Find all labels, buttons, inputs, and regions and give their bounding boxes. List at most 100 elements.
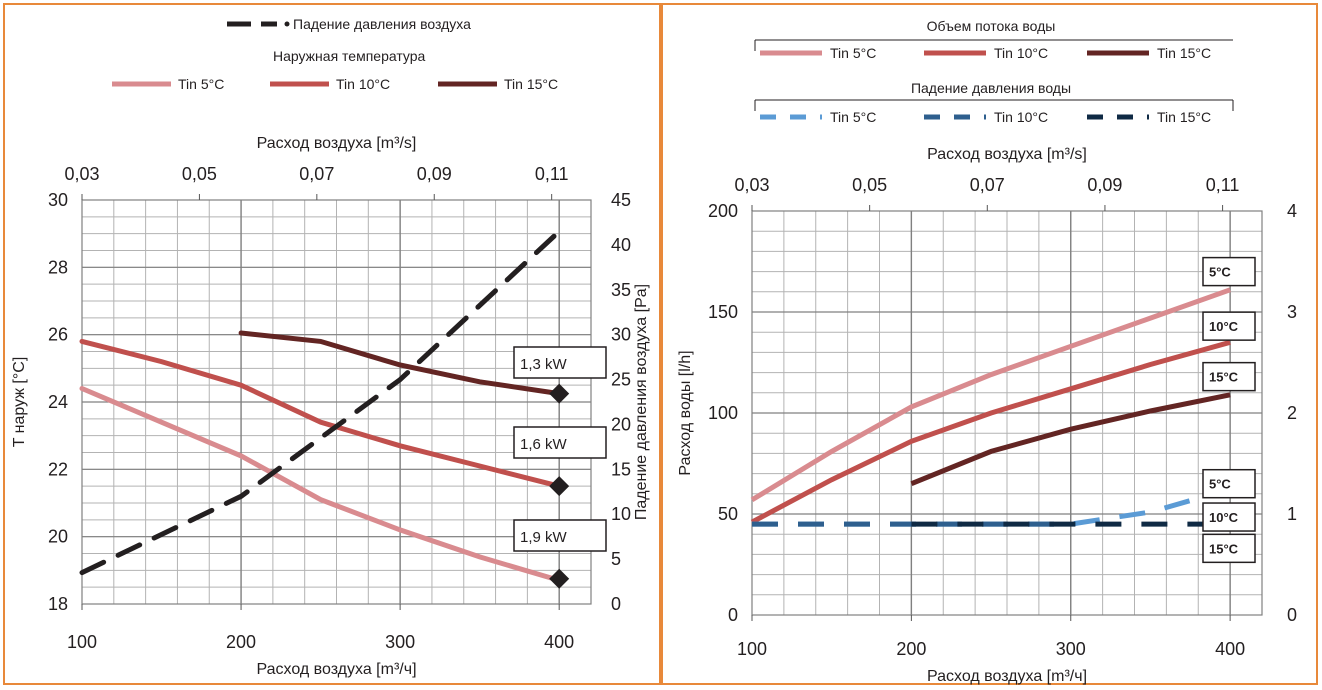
right-chart-panel: 100 200 300 400 0,03 0,05 0,07 0,09 0,11 0 50 100 15… (661, 3, 1318, 685)
x-tick-label: 200 (896, 639, 926, 659)
x2-tick-label: 0,09 (1087, 175, 1122, 195)
y-tick-label: 22 (48, 459, 68, 479)
temperature-tag-text: 5°C (1209, 265, 1231, 280)
x-tick-label: 200 (226, 632, 256, 652)
point-marker (549, 383, 570, 404)
point-marker (549, 476, 570, 497)
legend-flow-item-label: Tin 10°C (994, 45, 1048, 61)
y-tick-label: 26 (48, 325, 68, 345)
y-tick-label: 50 (718, 504, 738, 524)
series-line-1 (79, 386, 562, 583)
temperature-tag-box (1202, 311, 1256, 341)
y2-tick-label: 40 (611, 235, 631, 255)
temperature-tag-text: 10°C (1209, 510, 1239, 525)
x2-tick-label: 0,09 (417, 164, 452, 184)
y-tick-label: 30 (48, 190, 68, 210)
power-label-text: 1,9 kW (520, 529, 568, 546)
temperature-tag-text: 5°C (1209, 477, 1231, 492)
legend-item-label: Tin 15°C (504, 76, 558, 92)
temperature-tag-box (1202, 533, 1256, 564)
x-tick-label: 100 (67, 632, 97, 652)
y2-tick-label: 10 (611, 504, 631, 524)
x-tick-label: 400 (544, 632, 574, 652)
series-line-1 (750, 287, 1231, 503)
plot-frame (81, 199, 592, 605)
temperature-tag-text: 15°C (1209, 541, 1239, 556)
x2-tick-label: 0,03 (64, 164, 99, 184)
y2-tick-label: 4 (1287, 201, 1297, 221)
legend-dp-item-label: Tin 10°C (994, 109, 1048, 125)
x2-axis-title: Расход воздуха [m³/s] (257, 135, 417, 152)
y2-tick-label: 5 (611, 549, 621, 569)
y2-tick-label: 20 (611, 414, 631, 434)
y2-tick-label: 2 (1287, 403, 1297, 423)
legend-flow-title: Объем потока воды (927, 18, 1056, 34)
x-tick-label: 300 (1056, 639, 1086, 659)
y-tick-label: 20 (48, 527, 68, 547)
power-label-box (513, 519, 607, 552)
series-line-3 (910, 392, 1231, 487)
left-chart-panel: 100 200 300 400 0,03 0,05 0,07 0,09 0,11 18 20 22 24… (3, 3, 661, 685)
y2-tick-label: 25 (611, 370, 631, 390)
x2-tick-label: 0,05 (182, 164, 217, 184)
legend-flow-item-label: Tin 5°C (830, 45, 876, 61)
x2-tick-label: 0,07 (970, 175, 1005, 195)
y-tick-label: 0 (728, 605, 738, 625)
legend-item-label: Tin 10°C (336, 76, 390, 92)
x2-axis-title: Расход воздуха [m³/s] (927, 146, 1087, 163)
plot-frame (751, 210, 1263, 616)
y-tick-label: 18 (48, 594, 68, 614)
power-label-box (513, 426, 607, 459)
legend-air-dp-dot (284, 21, 290, 27)
temperature-tag-box (1202, 361, 1256, 392)
power-label-text: 1,3 kW (520, 356, 568, 373)
y-tick-label: 24 (48, 392, 68, 412)
y-axis-title: Расход воды [l/h] (677, 350, 694, 475)
x-axis-title: Расход воздуха [m³/ч] (256, 661, 416, 678)
y-tick-label: 100 (708, 403, 738, 423)
y2-tick-label: 15 (611, 459, 631, 479)
series-line-3 (238, 330, 562, 397)
x-tick-label: 100 (737, 639, 767, 659)
legend-dp-title: Падение давления воды (911, 80, 1071, 96)
legend-flow-item-label: Tin 15°C (1157, 45, 1211, 61)
x-tick-label: 300 (385, 632, 415, 652)
x2-tick-label: 0,11 (535, 164, 569, 184)
legend-dp-item-label: Tin 5°C (830, 109, 876, 125)
y2-tick-label: 0 (1287, 605, 1297, 625)
y-tick-label: 200 (708, 201, 738, 221)
y2-tick-label: 30 (611, 325, 631, 345)
grid (752, 211, 1262, 615)
series-line-4 (752, 491, 1215, 527)
power-label-box (513, 346, 607, 379)
y-axis-title: T наруж [°C] (11, 357, 28, 448)
x2-tick-label: 0,03 (734, 175, 769, 195)
y2-tick-label: 0 (611, 594, 621, 614)
temperature-tag-box (1202, 502, 1256, 532)
x-axis-title: Расход воздуха [m³/ч] (927, 668, 1087, 685)
legend-group-title: Наружная температура (273, 48, 426, 64)
series-line-2 (750, 339, 1231, 525)
temperature-tag-text: 10°C (1209, 319, 1239, 334)
x2-tick-label: 0,11 (1206, 175, 1240, 195)
temperature-tag-box (1202, 468, 1256, 499)
y-tick-label: 150 (708, 302, 738, 322)
y2-tick-label: 3 (1287, 302, 1297, 322)
y2-tick-label: 1 (1287, 504, 1297, 524)
temperature-tag-text: 15°C (1209, 370, 1239, 385)
y2-axis-title: Падение давления воздуха [Pa] (633, 284, 650, 520)
legend-dp-item-label: Tin 15°C (1157, 109, 1211, 125)
series-line-4 (79, 228, 562, 576)
power-label-text: 1,6 kW (520, 436, 568, 453)
temperature-tag-box (1202, 256, 1256, 287)
series-line-2 (79, 338, 562, 489)
x-tick-label: 400 (1215, 639, 1245, 659)
point-marker (549, 568, 570, 589)
x2-tick-label: 0,07 (299, 164, 334, 184)
y2-tick-label: 45 (611, 190, 631, 210)
legend-item-label: Tin 5°C (178, 76, 224, 92)
legend-air-dp-label: Падение давления воздуха (293, 16, 471, 32)
y-tick-label: 28 (48, 257, 68, 277)
